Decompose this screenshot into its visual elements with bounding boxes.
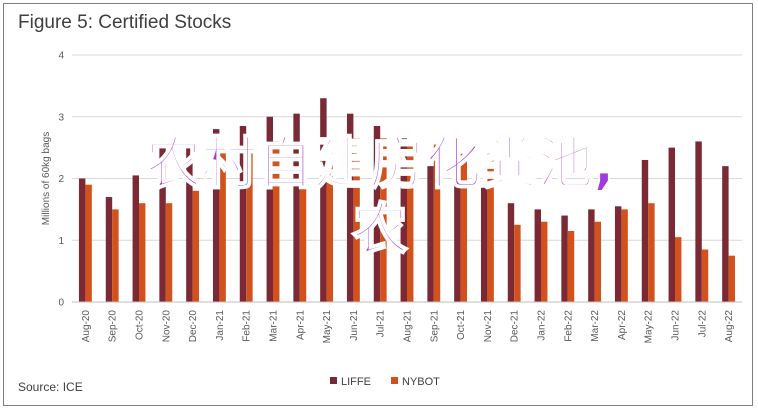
bar-liffe-sep-20 bbox=[105, 197, 113, 302]
x-tick-label: Feb-22 bbox=[563, 310, 574, 342]
chart-title: Figure 5: Certified Stocks bbox=[18, 12, 232, 33]
bar-liffe-nov-21 bbox=[480, 187, 488, 302]
bar-nybot-aug-20 bbox=[85, 184, 92, 302]
bar-nybot-mar-22 bbox=[594, 221, 602, 302]
bars bbox=[78, 98, 736, 303]
bar-liffe-mar-22 bbox=[588, 209, 595, 303]
bar-liffe-oct-20 bbox=[132, 175, 139, 302]
x-tick-label: Jul-21 bbox=[376, 310, 387, 338]
y-tick-label: 2 bbox=[58, 174, 64, 185]
bar-liffe-feb-21 bbox=[239, 126, 247, 302]
bar-liffe-aug-22 bbox=[722, 166, 729, 302]
bar-nybot-dec-20 bbox=[192, 190, 200, 302]
x-tick-label: Dec-21 bbox=[510, 310, 521, 343]
bar-nybot-sep-20 bbox=[112, 209, 119, 303]
x-tick-label: May-22 bbox=[644, 310, 655, 344]
x-axis-ticks: Aug-20 Sep-20 Oct-20 Nov-20 Dec-20 Jan-21 Feb-… bbox=[81, 310, 735, 344]
bar-liffe-apr-22 bbox=[614, 206, 622, 302]
y-tick-label: 4 bbox=[58, 51, 64, 62]
bar-nybot-jun-21 bbox=[353, 138, 360, 302]
bar-liffe-aug-20 bbox=[78, 178, 86, 302]
legend: LIFFE NYBOT bbox=[330, 376, 440, 388]
bar-nybot-oct-20 bbox=[139, 203, 146, 302]
x-tick-label: Apr-21 bbox=[295, 310, 306, 340]
y-tick-label: 1 bbox=[58, 236, 64, 247]
bar-nybot-jul-22 bbox=[701, 249, 709, 302]
bar-liffe-apr-21 bbox=[293, 113, 300, 302]
y-tick-label: 3 bbox=[58, 112, 64, 123]
x-tick-label: Aug-21 bbox=[403, 310, 414, 343]
x-tick-label: Oct-20 bbox=[135, 310, 146, 340]
watermark-line-1: 农村自建房化粪池, bbox=[144, 131, 615, 198]
bar-liffe-mar-21 bbox=[266, 116, 273, 302]
bar-nybot-jun-22 bbox=[675, 237, 682, 302]
bar-liffe-jan-21 bbox=[212, 129, 220, 302]
bar-nybot-feb-22 bbox=[567, 230, 575, 302]
bar-liffe-jan-22 bbox=[534, 209, 541, 303]
bar-liffe-dec-20 bbox=[186, 141, 193, 302]
x-tick-label: Nov-21 bbox=[483, 310, 494, 343]
bar-liffe-jun-22 bbox=[668, 147, 675, 303]
y-axis-ticks: 0 1 2 3 4 bbox=[58, 51, 64, 309]
x-tick-label: Sep-20 bbox=[108, 310, 119, 343]
bar-nybot-feb-21 bbox=[246, 150, 253, 302]
bar-liffe-nov-20 bbox=[159, 147, 166, 303]
x-tick-label: Mar-22 bbox=[590, 310, 601, 342]
bar-nybot-may-22 bbox=[648, 203, 655, 302]
legend-swatch-nybot bbox=[391, 377, 398, 384]
bar-nybot-oct-21 bbox=[460, 153, 468, 302]
bar-liffe-jul-21 bbox=[373, 126, 381, 302]
bar-nybot-aug-21 bbox=[407, 141, 414, 302]
bar-nybot-apr-21 bbox=[299, 172, 307, 302]
bar-liffe-may-21 bbox=[320, 98, 327, 302]
x-tick-label: Jun-22 bbox=[671, 310, 682, 341]
x-tick-label: Dec-20 bbox=[188, 310, 199, 343]
bar-liffe-jul-22 bbox=[695, 141, 702, 302]
x-tick-label: Aug-22 bbox=[724, 310, 735, 343]
bar-nybot-dec-21 bbox=[514, 224, 521, 302]
bar-nybot-aug-22 bbox=[728, 255, 736, 302]
y-tick-label: 0 bbox=[58, 298, 64, 309]
y-axis-label: Millions of 60kg bags bbox=[41, 132, 52, 225]
x-tick-label: Nov-20 bbox=[161, 310, 172, 343]
bar-liffe-dec-21 bbox=[507, 203, 515, 302]
x-tick-label: Oct-21 bbox=[456, 310, 467, 340]
x-tick-label: Jun-21 bbox=[349, 310, 360, 341]
x-tick-label: Mar-21 bbox=[269, 310, 280, 342]
bar-nybot-may-21 bbox=[326, 153, 334, 302]
bar-liffe-feb-22 bbox=[561, 215, 568, 302]
watermark-overlay: 农村自建房化粪池, 农 bbox=[30, 131, 730, 264]
bar-nybot-apr-22 bbox=[621, 209, 628, 303]
watermark-line-2: 农 bbox=[351, 197, 409, 264]
x-tick-label: Jul-22 bbox=[697, 310, 708, 338]
legend-label-nybot: NYBOT bbox=[402, 376, 440, 388]
bar-liffe-sep-21 bbox=[427, 166, 434, 302]
x-tick-label: Aug-20 bbox=[81, 310, 92, 343]
x-tick-label: Jan-22 bbox=[537, 310, 548, 341]
legend-label-liffe: LIFFE bbox=[341, 376, 371, 388]
bar-nybot-jul-21 bbox=[380, 138, 387, 302]
bar-nybot-sep-21 bbox=[433, 144, 441, 302]
bar-liffe-aug-21 bbox=[400, 138, 407, 302]
bar-liffe-may-22 bbox=[641, 159, 649, 302]
legend-swatch-liffe bbox=[330, 377, 337, 384]
x-tick-label: Feb-21 bbox=[242, 310, 253, 342]
bar-nybot-nov-20 bbox=[165, 203, 173, 302]
source-note: Source: ICE bbox=[18, 380, 83, 394]
bar-nybot-nov-21 bbox=[487, 153, 494, 302]
bar-liffe-oct-21 bbox=[454, 184, 461, 302]
x-tick-label: Apr-22 bbox=[617, 310, 628, 340]
x-tick-label: Sep-21 bbox=[429, 310, 440, 343]
bar-liffe-jun-21 bbox=[346, 113, 354, 302]
x-tick-label: Jan-21 bbox=[215, 310, 226, 341]
x-tick-label: May-21 bbox=[322, 310, 333, 344]
bar-nybot-jan-21 bbox=[219, 150, 226, 302]
bar-nybot-mar-21 bbox=[273, 141, 280, 302]
bar-nybot-jan-22 bbox=[541, 221, 548, 302]
